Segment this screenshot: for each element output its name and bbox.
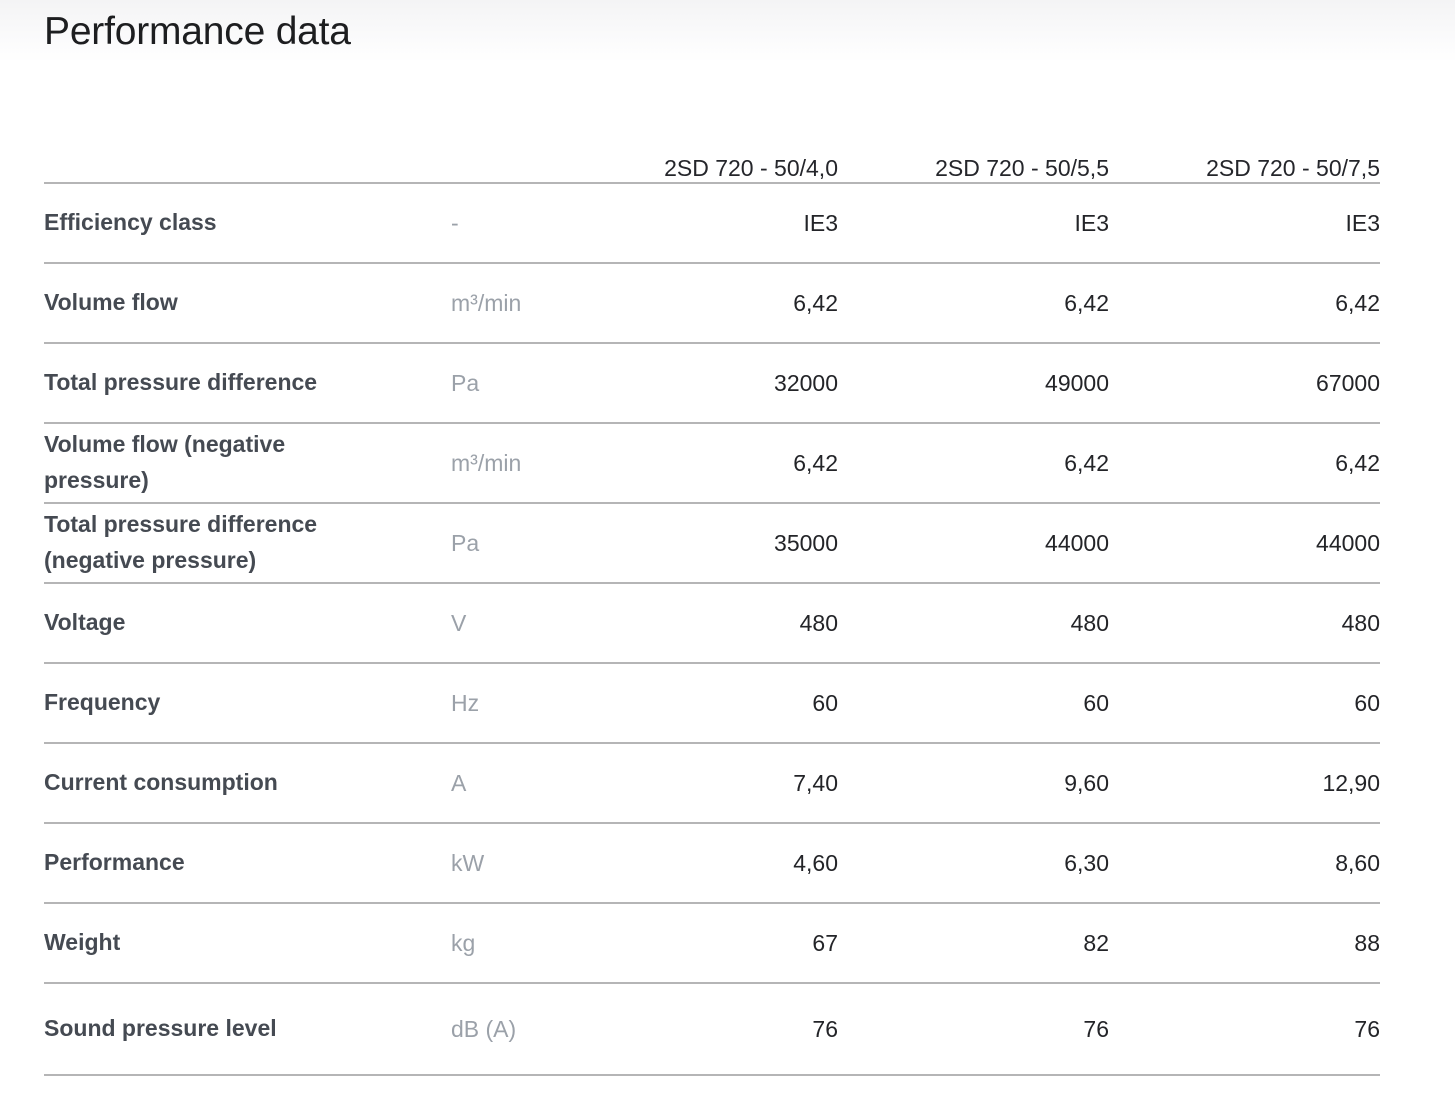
cell-value: 76: [838, 983, 1109, 1076]
table-body: Efficiency class - IE3 IE3 IE3 Volume flow m³/…: [44, 183, 1380, 1076]
cell-value: 76: [567, 983, 838, 1076]
table-row: Total pressure difference (negative pres…: [44, 503, 1380, 584]
row-label: Sound pressure level: [44, 983, 451, 1076]
cell-value: 49000: [838, 343, 1109, 424]
table-row: Sound pressure level dB (A) 76 76 76: [44, 983, 1380, 1076]
cell-value: 32000: [567, 343, 838, 424]
row-unit: m³/min: [451, 263, 567, 344]
table-row: Total pressure difference Pa 32000 49000 670…: [44, 343, 1380, 424]
row-unit: Pa: [451, 343, 567, 424]
cell-value: 9,60: [838, 743, 1109, 824]
row-unit: A: [451, 743, 567, 824]
table-row: Volume flow m³/min 6,42 6,42 6,42: [44, 263, 1380, 344]
cell-value: 4,60: [567, 823, 838, 904]
column-header-model-3: 2SD 720 - 50/7,5: [1109, 55, 1380, 184]
header-spacer-unit: [451, 55, 567, 184]
cell-value: 60: [567, 663, 838, 744]
table-row: Frequency Hz 60 60 60: [44, 663, 1380, 744]
column-header-model-1: 2SD 720 - 50/4,0: [567, 55, 838, 184]
cell-value: 60: [1109, 663, 1380, 744]
cell-value: 67000: [1109, 343, 1380, 424]
row-unit: Pa: [451, 503, 567, 584]
row-label: Frequency: [44, 663, 451, 744]
cell-value: 480: [1109, 583, 1380, 664]
cell-value: 35000: [567, 503, 838, 584]
table-row: Performance kW 4,60 6,30 8,60: [44, 823, 1380, 904]
cell-value: 6,30: [838, 823, 1109, 904]
cell-value: 480: [567, 583, 838, 664]
page-title: Performance data: [44, 10, 351, 53]
row-unit: kg: [451, 903, 567, 984]
table-row: Weight kg 67 82 88: [44, 903, 1380, 984]
cell-value: 12,90: [1109, 743, 1380, 824]
cell-value: 6,42: [567, 423, 838, 504]
cell-value: 6,42: [838, 423, 1109, 504]
cell-value: 67: [567, 903, 838, 984]
table-row: Efficiency class - IE3 IE3 IE3: [44, 183, 1380, 264]
cell-value: 82: [838, 903, 1109, 984]
row-unit: -: [451, 183, 567, 264]
row-label: Volume flow: [44, 263, 451, 344]
row-unit: Hz: [451, 663, 567, 744]
cell-value: 88: [1109, 903, 1380, 984]
cell-value: 44000: [1109, 503, 1380, 584]
row-label: Efficiency class: [44, 183, 451, 264]
row-unit: V: [451, 583, 567, 664]
cell-value: 6,42: [838, 263, 1109, 344]
table-row: Current consumption A 7,40 9,60 12,90: [44, 743, 1380, 824]
row-unit: dB (A): [451, 983, 567, 1076]
cell-value: IE3: [1109, 183, 1380, 264]
performance-table: 2SD 720 - 50/4,0 2SD 720 - 50/5,5 2SD 72…: [44, 55, 1380, 1076]
cell-value: 6,42: [1109, 423, 1380, 504]
row-label: Total pressure difference: [44, 343, 451, 424]
cell-value: 44000: [838, 503, 1109, 584]
row-unit: kW: [451, 823, 567, 904]
cell-value: IE3: [567, 183, 838, 264]
cell-value: IE3: [838, 183, 1109, 264]
cell-value: 60: [838, 663, 1109, 744]
cell-value: 6,42: [567, 263, 838, 344]
row-label: Voltage: [44, 583, 451, 664]
column-header-model-2: 2SD 720 - 50/5,5: [838, 55, 1109, 184]
row-label: Current consumption: [44, 743, 451, 824]
table-row: Voltage V 480 480 480: [44, 583, 1380, 664]
cell-value: 480: [838, 583, 1109, 664]
cell-value: 7,40: [567, 743, 838, 824]
row-label: Total pressure difference (negative pres…: [44, 503, 451, 584]
table-row: Volume flow (negative pressure) m³/min 6,4…: [44, 423, 1380, 504]
header-spacer-label: [44, 55, 451, 184]
row-label: Volume flow (negative pressure): [44, 423, 451, 504]
cell-value: 76: [1109, 983, 1380, 1076]
cell-value: 8,60: [1109, 823, 1380, 904]
row-unit: m³/min: [451, 423, 567, 504]
row-label: Performance: [44, 823, 451, 904]
cell-value: 6,42: [1109, 263, 1380, 344]
row-label: Weight: [44, 903, 451, 984]
table-header-row: 2SD 720 - 50/4,0 2SD 720 - 50/5,5 2SD 72…: [44, 55, 1380, 184]
